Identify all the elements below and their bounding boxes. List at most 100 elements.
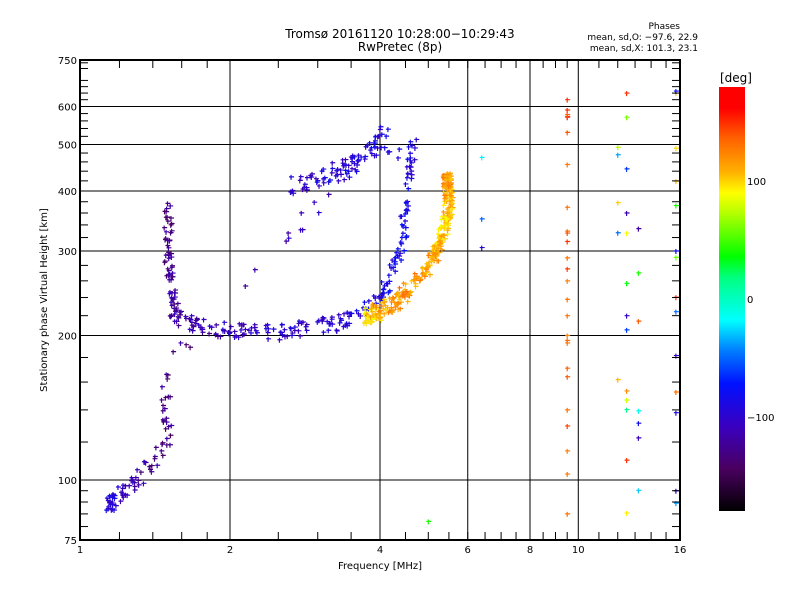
data-point <box>297 319 303 325</box>
data-point <box>409 169 415 175</box>
data-point <box>327 177 333 183</box>
data-point <box>329 315 335 321</box>
data-point <box>162 209 168 215</box>
data-point <box>187 317 193 323</box>
data-point <box>377 127 383 133</box>
data-point <box>165 219 171 225</box>
data-point <box>396 155 402 161</box>
data-point <box>165 373 171 379</box>
data-point <box>385 149 391 155</box>
data-point <box>365 318 371 324</box>
data-point <box>200 330 206 336</box>
data-point <box>615 145 621 151</box>
data-point <box>393 255 399 261</box>
data-point <box>135 467 141 473</box>
data-point <box>427 263 433 269</box>
grid-lines <box>80 60 680 540</box>
data-point <box>248 330 254 336</box>
data-point <box>169 255 175 261</box>
data-point <box>443 177 449 183</box>
data-point <box>386 273 392 279</box>
data-point <box>254 330 260 336</box>
data-point <box>397 147 403 153</box>
data-point <box>432 252 438 258</box>
data-point <box>392 259 398 265</box>
data-point <box>565 205 571 211</box>
data-point <box>363 306 369 312</box>
data-point <box>286 231 292 237</box>
data-point <box>227 330 233 336</box>
data-point <box>673 146 679 152</box>
data-point <box>398 306 404 312</box>
data-point <box>403 201 409 207</box>
data-point <box>624 388 630 394</box>
data-point <box>420 265 426 271</box>
data-point <box>624 91 630 97</box>
data-point <box>343 163 349 169</box>
data-point <box>234 333 240 339</box>
data-point <box>337 320 343 326</box>
data-point <box>449 206 455 212</box>
data-point <box>385 281 391 287</box>
data-point <box>271 327 277 333</box>
data-point <box>402 292 408 298</box>
data-point <box>342 177 348 183</box>
data-point <box>132 488 138 494</box>
data-point <box>624 211 630 217</box>
data-point <box>347 175 353 181</box>
data-point <box>624 166 630 172</box>
data-point <box>168 215 174 221</box>
data-point <box>304 328 310 334</box>
data-point <box>409 176 415 182</box>
data-point <box>207 324 213 330</box>
data-point <box>365 143 371 149</box>
data-point <box>232 329 238 335</box>
data-point <box>398 214 404 220</box>
data-point <box>441 237 447 243</box>
x-tick-label: 8 <box>527 545 533 556</box>
data-point <box>368 148 374 154</box>
data-point <box>163 426 169 432</box>
data-point <box>408 158 414 164</box>
data-point <box>439 247 445 253</box>
data-point <box>448 171 454 177</box>
data-point <box>170 263 176 269</box>
data-point <box>159 397 165 403</box>
data-point <box>404 175 410 181</box>
data-point <box>213 332 219 338</box>
data-point <box>395 246 401 252</box>
data-point <box>201 317 207 323</box>
data-point <box>162 406 168 412</box>
data-point <box>400 231 406 237</box>
data-point <box>168 203 174 209</box>
data-point <box>304 175 310 181</box>
data-point <box>378 308 384 314</box>
x-tick-label: 1 <box>77 545 83 556</box>
data-points <box>104 89 679 525</box>
data-point <box>338 316 344 322</box>
data-point <box>565 407 571 413</box>
data-point <box>379 132 385 138</box>
phase-stats-o: mean, sd,O: −97.6, 22.9 <box>587 33 698 43</box>
x-tick-label: 10 <box>572 545 585 556</box>
data-point <box>136 478 142 484</box>
data-point <box>168 300 174 306</box>
y-tick-label: 750 <box>58 56 77 67</box>
data-point <box>398 240 404 246</box>
data-point <box>373 296 379 302</box>
data-point <box>436 227 442 233</box>
data-point <box>169 313 175 319</box>
data-point <box>363 154 369 160</box>
data-point <box>448 177 454 183</box>
data-point <box>636 408 642 414</box>
x-axis-label: Frequency [MHz] <box>338 561 422 572</box>
data-point <box>405 172 411 178</box>
data-point <box>350 166 356 172</box>
x-tick-label: 4 <box>377 545 383 556</box>
colorbar <box>719 87 745 511</box>
data-point <box>335 167 341 173</box>
data-point <box>136 482 142 488</box>
data-point <box>369 306 375 312</box>
data-point <box>315 319 321 325</box>
data-point <box>402 248 408 254</box>
